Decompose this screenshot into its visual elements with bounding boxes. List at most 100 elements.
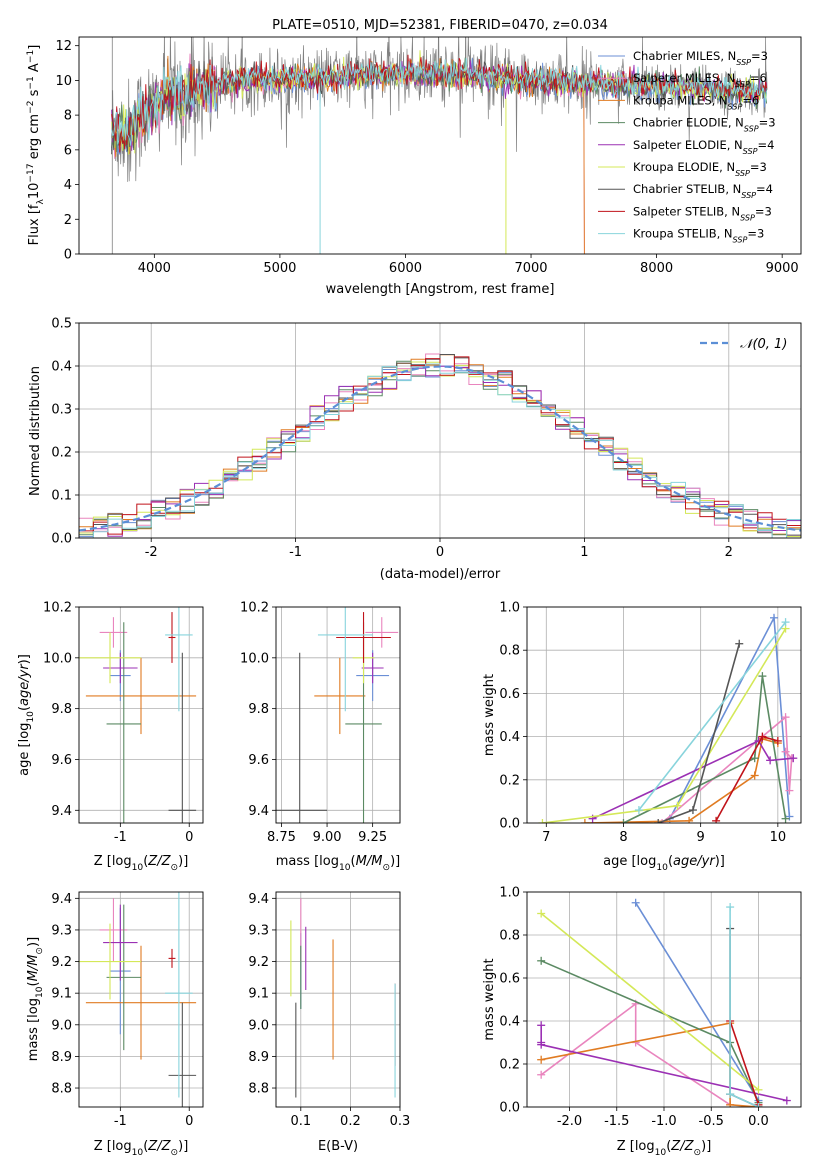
plot-area — [538, 613, 798, 823]
histogram-step — [79, 354, 801, 538]
plot-area — [79, 892, 197, 1107]
y-axis-label: mass weight — [482, 674, 497, 756]
x-tick-label: 0 — [185, 1114, 193, 1129]
y-tick-label: 8.8 — [51, 1082, 72, 1097]
y-tick-label: 9.6 — [248, 753, 269, 768]
label-segment: age [log — [603, 854, 656, 869]
gaussian-curve — [79, 365, 801, 532]
label-segment: =3 — [750, 160, 767, 174]
label-segment: ⊙ — [694, 1148, 702, 1158]
x-axis-label: Z [log10(Z/Z⊙)] — [617, 1139, 712, 1158]
label-segment: ( — [143, 854, 148, 869]
y-tick-label: 0.6 — [499, 687, 520, 702]
label-segment: =3 — [747, 227, 764, 241]
legend-label: Salpeter MILES, NSSP=6 — [633, 71, 767, 89]
axes-frame — [78, 891, 204, 1108]
weight-line — [729, 1020, 760, 1106]
x-axis-label: E(B-V) — [318, 1139, 358, 1154]
panel-mass_Z: -1 0 8.8 8.9 9.0 9.1 9.2 9.3 9.4 — [51, 891, 204, 1129]
y-tick-label: 10.2 — [240, 601, 269, 616]
label-segment: 10 — [27, 183, 42, 200]
label-segment: )] — [390, 854, 400, 869]
legend-label: Chabrier MILES, NSSP=3 — [633, 49, 768, 67]
legend-label: Chabrier ELODIE, NSSP=3 — [633, 116, 776, 134]
x-tick-label: 9.25 — [358, 830, 387, 845]
weight-line — [540, 1002, 731, 1106]
label-segment: )] — [701, 1139, 711, 1154]
label-segment: Salpeter STELIB, N — [633, 204, 740, 218]
label-segment: SSP — [735, 80, 750, 89]
x-tick-label: 0.0 — [748, 1114, 769, 1129]
label-segment: −1 — [26, 50, 36, 63]
x-tick-label: 8.75 — [267, 830, 296, 845]
y-tick-label: 9.0 — [248, 1018, 269, 1033]
y-tick-label: 8.9 — [248, 1050, 269, 1065]
label-segment: )] — [178, 1139, 188, 1154]
label-segment: s — [27, 89, 42, 100]
weight-line — [592, 739, 794, 820]
y-tick-label: 9.4 — [248, 804, 269, 819]
y-tick-label: 9.3 — [248, 923, 269, 938]
label-segment: A — [27, 63, 42, 76]
y-tick-label: 10.0 — [240, 651, 269, 666]
label-segment: age/yr — [17, 663, 32, 706]
y-tick-label: 9.2 — [51, 955, 72, 970]
legend-label: 𝒩(0, 1) — [740, 337, 787, 352]
label-segment: SSP — [744, 124, 759, 133]
y-tick-label: 0.3 — [51, 403, 72, 418]
panel-weight_age: 7 8 9 10 0.0 0.2 0.4 0.6 0.8 1.0 — [499, 601, 802, 845]
y-tick-label: 0.2 — [499, 1058, 520, 1073]
x-tick-label: 0 — [436, 545, 444, 560]
label-segment: 10 — [132, 863, 144, 873]
label-segment: 10 — [35, 986, 45, 998]
x-tick-label: -1.5 — [604, 1114, 629, 1129]
panel-age_Z: -1 0 9.4 9.6 9.8 10.0 10.2 — [43, 601, 204, 845]
x-tick-label: 9.00 — [313, 830, 342, 845]
panel-mass_EBV: 0.1 0.2 0.3 8.8 8.9 9.0 9.1 9.2 9.3 9.4 — [248, 891, 410, 1129]
y-tick-label: 9.2 — [248, 955, 269, 970]
y-tick-label: 0.1 — [51, 489, 72, 504]
y-tick-label: 0.4 — [499, 730, 520, 745]
weight-line — [623, 675, 787, 823]
label-segment: Salpeter ELODIE, N — [633, 138, 743, 152]
y-tick-label: 8.8 — [248, 1082, 269, 1097]
legend-label: Kroupa STELIB, NSSP=3 — [633, 227, 764, 245]
label-segment: M/M — [356, 854, 383, 869]
y-tick-label: 4 — [64, 178, 72, 193]
label-segment: Z [log — [617, 1139, 655, 1154]
plot-area — [537, 898, 791, 1107]
label-segment: −1 — [26, 76, 36, 89]
axes-frame — [78, 36, 802, 255]
y-axis-label: mass weight — [482, 958, 497, 1040]
label-segment: Z/Z — [147, 1139, 171, 1154]
label-segment: 10 — [26, 711, 36, 723]
y-tick-label: 0.8 — [499, 929, 520, 944]
axes-frame — [78, 606, 204, 824]
label-segment: )] — [26, 937, 41, 947]
y-tick-label: 0.4 — [499, 1015, 520, 1030]
x-tick-label: 9000 — [766, 261, 799, 276]
axes-frame — [275, 606, 401, 824]
label-segment: =3 — [755, 204, 772, 218]
y-tick-label: 9.3 — [51, 923, 72, 938]
x-tick-label: 0 — [185, 830, 193, 845]
label-segment: =3 — [759, 116, 776, 130]
label-segment: λ — [36, 199, 46, 205]
plot-area — [111, 37, 768, 254]
y-tick-label: 0.2 — [51, 446, 72, 461]
label-segment: )] — [17, 654, 32, 664]
label-segment: ] — [27, 45, 42, 50]
x-tick-label: -0.5 — [699, 1114, 724, 1129]
x-tick-label: 2 — [725, 545, 733, 560]
x-axis-label: wavelength [Angstrom, rest frame] — [326, 282, 555, 297]
model-spectrum-line — [111, 54, 768, 153]
y-tick-label: 9.4 — [248, 892, 269, 907]
x-tick-label: -2 — [145, 545, 158, 560]
label-segment: age [log — [17, 723, 32, 776]
label-segment: )] — [715, 854, 725, 869]
label-segment: Kroupa ELODIE, N — [633, 160, 735, 174]
axes-frame — [275, 891, 401, 1108]
panel-residuals: -2 -1 0 1 2 0.0 0.1 0.2 0.3 0.4 0.5 𝒩(0, 1) — [51, 317, 802, 560]
axes-frame — [526, 606, 802, 824]
